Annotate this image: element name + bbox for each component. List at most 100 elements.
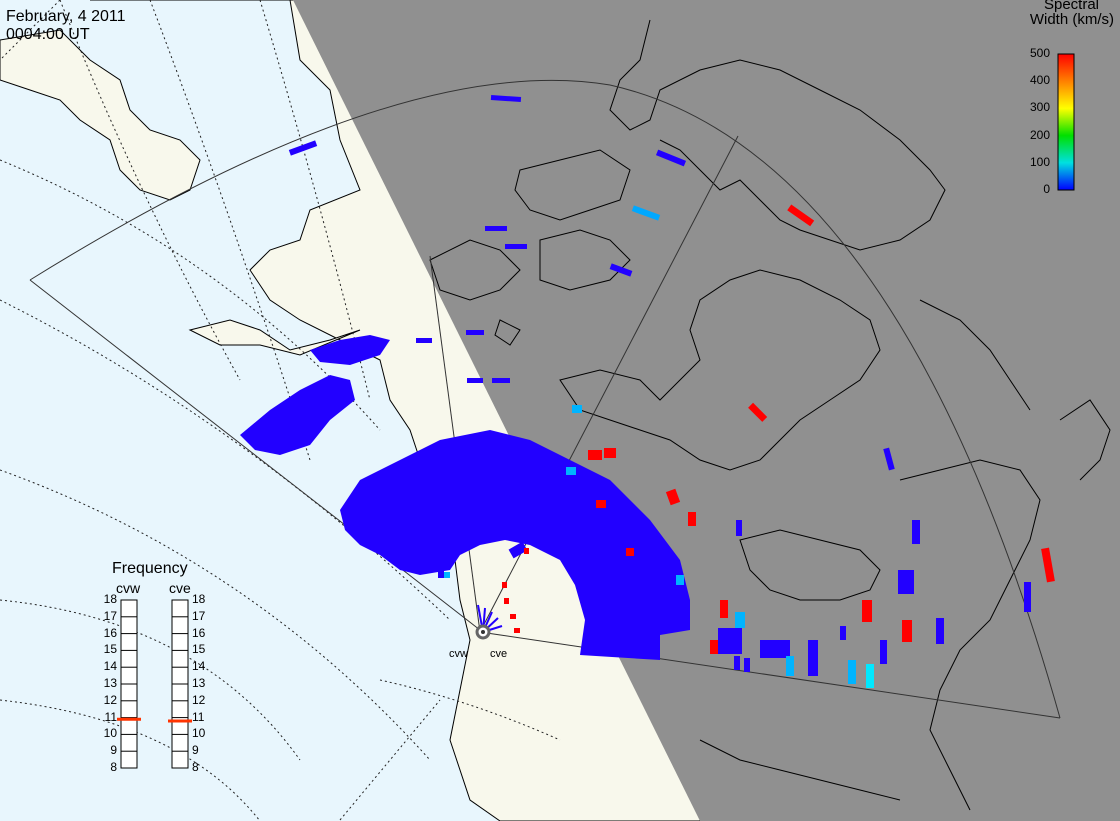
- gate: [1024, 582, 1031, 612]
- frequency-scale-label: 15: [192, 642, 206, 657]
- frequency-scale-label: 13: [192, 676, 206, 690]
- frequency-scale-label: 9: [110, 743, 117, 758]
- colorbar-title: Spectral: [1043, 0, 1099, 13]
- frequency-scale-label: 10: [192, 726, 206, 741]
- gate: [808, 640, 818, 676]
- frequency-panel: [117, 599, 192, 769]
- colorbar-tick-label: 100: [1029, 154, 1050, 169]
- gate: [786, 656, 794, 676]
- frequency-scale-label: 17: [192, 608, 206, 623]
- gate: [748, 402, 768, 422]
- frequency-scale-label: 12: [192, 692, 206, 707]
- frequency-scale-label: 9: [192, 743, 199, 758]
- colorbar-tick-label: 300: [1029, 100, 1050, 115]
- gate: [485, 226, 507, 231]
- gate: [596, 500, 606, 508]
- gate: [510, 614, 516, 619]
- gate: [444, 572, 450, 578]
- frequency-scale-label: 14: [103, 659, 117, 674]
- gate: [902, 620, 912, 642]
- gate: [288, 140, 318, 156]
- gate: [604, 448, 616, 458]
- gate: [665, 488, 681, 506]
- colorbar-tick-label: 500: [1029, 46, 1050, 60]
- gate: [840, 626, 846, 640]
- gate: [720, 600, 728, 618]
- gate: [609, 263, 633, 277]
- gate: [898, 570, 914, 594]
- gate: [710, 640, 718, 654]
- frequency-scale-label: 8: [110, 760, 117, 774]
- gate: [735, 612, 745, 628]
- scatter-region-main: [340, 430, 690, 660]
- frequency-scale-label: 11: [192, 709, 205, 724]
- gate: [848, 660, 856, 684]
- frequency-title: Frequency: [112, 560, 188, 577]
- colorbar-tick-label: 400: [1029, 73, 1050, 88]
- frequency-scale-label: 16: [192, 625, 206, 640]
- gate: [572, 405, 582, 413]
- colorbar-units: Width (km/s): [1029, 11, 1114, 28]
- colorbar-tick-label: 0: [1043, 182, 1050, 196]
- gate: [466, 330, 484, 335]
- gate: [744, 658, 750, 672]
- gate: [676, 575, 684, 585]
- frequency-label-cve: cve: [169, 580, 191, 596]
- gate: [438, 570, 444, 578]
- time-label: 0004:00 UT: [6, 26, 90, 43]
- gate: [505, 244, 527, 249]
- gate: [883, 447, 895, 471]
- colorbar-tick-label: 200: [1029, 127, 1050, 142]
- frequency-scale-label: 17: [103, 608, 117, 623]
- gate: [524, 548, 529, 554]
- station-label-cvw: cvw: [449, 648, 468, 660]
- gate: [504, 598, 509, 604]
- gate: [862, 600, 872, 622]
- gate: [502, 582, 507, 588]
- frequency-scale-label: 15: [103, 642, 117, 657]
- gate: [880, 640, 887, 664]
- frequency-scale-label: 18: [192, 592, 206, 606]
- gate: [912, 520, 920, 544]
- gate: [760, 640, 790, 658]
- gate: [492, 378, 510, 383]
- frequency-scale-label: 18: [103, 592, 117, 606]
- frequency-scale-label: 10: [103, 726, 117, 741]
- gate: [787, 204, 815, 227]
- frequency-label-cvw: cvw: [116, 580, 141, 596]
- scatter-region-west: [240, 375, 355, 455]
- night-terminator: [293, 0, 1120, 821]
- gate: [936, 618, 944, 644]
- colorbar: [1057, 53, 1075, 191]
- gate: [566, 467, 576, 475]
- gate: [626, 548, 634, 556]
- station-label-cve: cve: [490, 648, 508, 660]
- gate: [736, 520, 742, 536]
- radar-site-dot: [481, 630, 485, 634]
- gate: [655, 149, 687, 167]
- scatter-fan: [240, 335, 690, 660]
- gate: [866, 664, 874, 688]
- gate: [718, 628, 742, 654]
- alaska-islands: [0, 29, 201, 201]
- gate: [1041, 547, 1055, 583]
- gate: [631, 205, 661, 221]
- gate: [467, 378, 483, 383]
- frequency-scale-label: 11: [104, 709, 117, 724]
- gate: [514, 628, 520, 633]
- gate: [588, 450, 602, 460]
- gate: [734, 656, 740, 670]
- aleutian-coast: [188, 319, 361, 356]
- frequency-scale-label: 13: [103, 676, 117, 690]
- coastlines-night: [429, 19, 1111, 811]
- gate: [688, 512, 696, 526]
- frequency-scale-label: 12: [103, 692, 117, 707]
- date-label: February, 4 2011: [6, 8, 126, 25]
- frequency-scale-label: 14: [192, 659, 206, 674]
- scatter-gates: [288, 94, 1055, 688]
- frequency-scale-label: 8: [192, 760, 199, 774]
- frequency-scale-label: 16: [103, 625, 117, 640]
- gate: [416, 338, 432, 343]
- gate: [508, 541, 528, 559]
